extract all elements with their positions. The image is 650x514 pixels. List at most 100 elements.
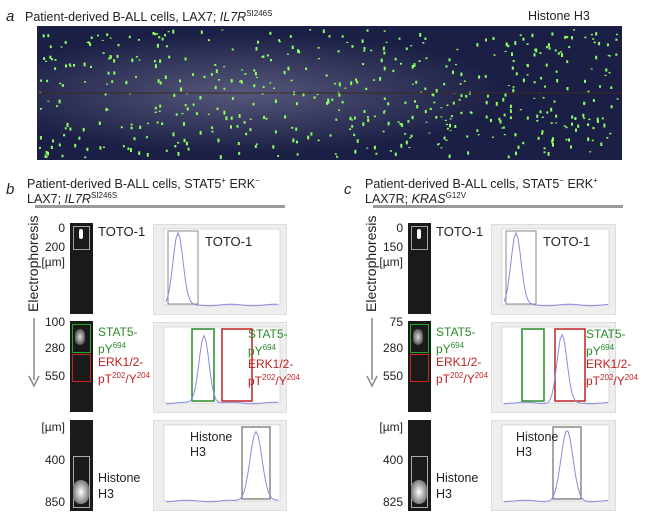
cell-spot	[192, 73, 194, 76]
cell-spot	[109, 55, 112, 59]
cell-spot	[542, 97, 545, 99]
cell-spot	[582, 113, 585, 118]
cell-spot	[154, 32, 156, 36]
cell-spot	[547, 152, 550, 156]
cell-spot	[522, 37, 525, 41]
cell-spot	[512, 86, 515, 88]
cell-spot	[328, 35, 331, 38]
cell-spot	[269, 82, 272, 84]
cell-spot	[127, 147, 130, 150]
cell-spot	[515, 151, 517, 156]
cell-spot	[274, 130, 277, 134]
cell-spot	[533, 53, 536, 57]
cell-spot	[363, 47, 366, 50]
cell-spot	[407, 120, 410, 123]
cell-spot	[555, 122, 557, 124]
cell-spot	[597, 120, 599, 123]
cell-spot	[147, 122, 150, 125]
cell-spot	[69, 65, 72, 67]
cell-spot	[445, 65, 448, 68]
toto-label: TOTO-1	[98, 224, 146, 239]
plot-stat5-label: STAT5- pY694	[586, 328, 626, 358]
cell-spot	[460, 72, 463, 77]
cell-spot	[449, 118, 452, 120]
cell-spot	[366, 147, 369, 149]
cell-spot	[261, 56, 264, 58]
cell-spot	[307, 135, 310, 140]
cell-spot	[335, 118, 338, 121]
cell-spot	[236, 125, 239, 128]
axis-tick-label: 400	[44, 453, 65, 467]
cell-spot	[536, 114, 539, 118]
cell-spot	[336, 155, 339, 158]
cell-spot	[469, 111, 472, 114]
cell-spot	[583, 117, 586, 119]
cell-spot	[615, 53, 618, 56]
cell-spot	[310, 132, 313, 136]
cell-spot	[338, 93, 341, 97]
cell-spot	[297, 49, 299, 53]
cell-spot	[187, 147, 190, 151]
cell-spot	[595, 55, 598, 60]
cell-spot	[495, 101, 498, 106]
cell-spot	[65, 64, 67, 68]
cell-spot	[273, 87, 276, 89]
cell-spot	[404, 101, 407, 104]
cell-spot	[590, 68, 593, 70]
cell-spot	[47, 151, 49, 156]
sup: +	[593, 176, 598, 185]
cell-spot	[543, 147, 546, 150]
cell-spot	[161, 122, 164, 125]
cell-spot	[84, 81, 87, 83]
cell-spot	[363, 110, 366, 113]
cell-spot	[551, 32, 554, 36]
cell-spot	[504, 50, 507, 53]
cell-spot	[373, 145, 376, 150]
histone-label: Histone H3	[436, 470, 478, 502]
cell-spot	[568, 138, 570, 142]
cell-spot	[230, 116, 233, 120]
cell-spot	[45, 60, 48, 62]
cell-spot	[460, 111, 463, 115]
cell-spot	[561, 53, 563, 57]
cell-spot	[47, 100, 50, 102]
cell-spot	[269, 31, 272, 35]
cell-spot	[309, 29, 312, 31]
cell-spot	[296, 153, 299, 156]
cell-spot	[502, 97, 505, 102]
trace	[503, 231, 609, 307]
cell-spot	[46, 79, 49, 83]
cell-spot	[59, 82, 62, 85]
cell-spot	[383, 51, 386, 55]
cell-spot	[86, 41, 89, 43]
cell-spot	[252, 102, 255, 106]
cell-spot	[476, 43, 479, 47]
cell-spot	[593, 41, 596, 44]
cell-spot	[383, 111, 386, 114]
cell-spot	[240, 81, 243, 84]
cell-spot	[587, 123, 590, 126]
cell-spot	[383, 30, 386, 32]
sup: 202	[112, 371, 126, 380]
cell-spot	[445, 123, 448, 126]
cell-spot	[484, 75, 487, 78]
cell-spot	[559, 51, 562, 53]
cell-spot	[411, 115, 414, 120]
cell-spot	[138, 59, 141, 61]
cell-spot	[219, 155, 222, 160]
cell-spot	[302, 92, 305, 97]
cell-spot	[78, 136, 81, 140]
cell-spot	[504, 92, 507, 97]
cell-spot	[158, 36, 161, 39]
trace	[165, 430, 279, 503]
cell-spot	[254, 145, 257, 148]
cell-spot	[249, 128, 252, 132]
cell-spot	[130, 126, 133, 130]
cell-spot	[382, 130, 385, 133]
cell-spot	[109, 37, 112, 39]
cell-spot	[366, 29, 369, 32]
cell-spot	[465, 94, 468, 98]
cell-spot	[373, 115, 376, 118]
cell-spot	[615, 38, 618, 41]
cell-spot	[135, 55, 138, 58]
